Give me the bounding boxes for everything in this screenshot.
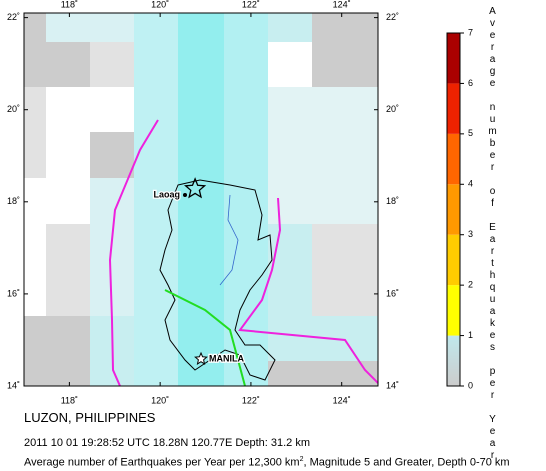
fault bbox=[164, 289, 246, 387]
trench-west bbox=[108, 119, 159, 387]
x-tick-label: 122˚ bbox=[242, 395, 260, 405]
x-tick-label: 124˚ bbox=[333, 0, 351, 9]
colorbar-tick-label: 6 bbox=[468, 78, 473, 88]
colorbar-tick-label: 4 bbox=[468, 179, 473, 189]
y-tick-label: 14˚ bbox=[7, 380, 20, 390]
colorbar-segment bbox=[447, 335, 460, 386]
caption-sup: 2 bbox=[299, 456, 304, 463]
colorbar-frame bbox=[446, 32, 461, 387]
x-tick-label: 118˚ bbox=[61, 395, 78, 405]
colorbar-tick-label: 5 bbox=[468, 128, 473, 138]
y-tick-label: 16˚ bbox=[7, 288, 20, 298]
y-tick-label: 16˚ bbox=[386, 288, 399, 298]
y-tick-label: 20˚ bbox=[386, 104, 399, 114]
caption: Average number of Earthquakes per Year p… bbox=[24, 456, 510, 469]
y-tick-label: 18˚ bbox=[386, 196, 399, 206]
colorbar-tick-label: 7 bbox=[468, 27, 473, 37]
colorbar-label: Average number of Earthquakes per Year bbox=[487, 6, 498, 462]
colorbar-segment bbox=[447, 133, 460, 185]
colorbar-segment bbox=[447, 285, 460, 336]
y-tick-label: 14˚ bbox=[386, 380, 399, 390]
place-label: Laoag bbox=[153, 189, 180, 199]
caption-text: , Magnitude 5 and Greater, Depth 0-70 km bbox=[303, 456, 510, 469]
x-tick-label: 118˚ bbox=[61, 0, 78, 9]
caption-text: Average number of Earthquakes per Year p… bbox=[24, 456, 300, 469]
x-tick-label: 122˚ bbox=[242, 0, 260, 9]
x-tick-label: 124˚ bbox=[333, 395, 351, 405]
y-tick-label: 22˚ bbox=[7, 12, 20, 22]
colorbar: 0 1 2 3 4 5 6 7 bbox=[446, 27, 473, 390]
x-tick-label: 120˚ bbox=[151, 395, 169, 405]
place-label: MANILA bbox=[209, 353, 244, 363]
colorbar-tick-label: 0 bbox=[468, 380, 473, 390]
epicenter bbox=[183, 177, 207, 199]
y-tick-label: 18˚ bbox=[7, 196, 20, 206]
colorbar-tick-label: 3 bbox=[468, 229, 473, 239]
map-title: LUZON, PHILIPPINES bbox=[24, 410, 156, 425]
colorbar-segment bbox=[447, 83, 460, 134]
x-tick-label: 120˚ bbox=[151, 0, 169, 9]
y-tick-label: 22˚ bbox=[386, 12, 399, 22]
manila-star bbox=[194, 351, 208, 365]
colorbar-tick-label: 2 bbox=[468, 280, 473, 290]
colorbar-segment bbox=[447, 184, 460, 235]
event-info: 2011 10 01 19:28:52 UTC 18.28N 120.77E D… bbox=[24, 437, 310, 449]
place-dot bbox=[183, 193, 187, 197]
map-frame bbox=[23, 12, 379, 387]
colorbar-segment bbox=[447, 33, 460, 84]
trench-east bbox=[238, 197, 379, 384]
coastline bbox=[159, 179, 276, 381]
y-tick-label: 20˚ bbox=[7, 104, 20, 114]
grid-cells bbox=[24, 13, 378, 386]
colorbar-tick-label: 1 bbox=[468, 330, 473, 340]
river bbox=[219, 194, 239, 286]
colorbar-segment bbox=[447, 234, 460, 286]
